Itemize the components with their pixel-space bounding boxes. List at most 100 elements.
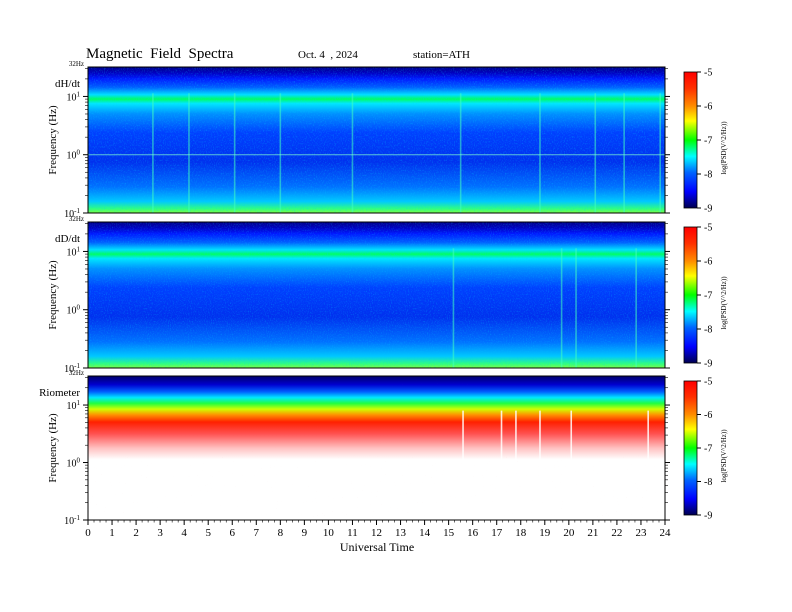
top-freq-label: 32Hz [69,60,84,68]
x-tick-label: 0 [85,527,91,539]
time-axis: 0 1 2 3 4 5 6 7 8 9 10 11 12 13 14 15 16 17 18 19 20 21 22 23 24 [85,520,671,539]
y-tick-label: 10-1 [64,207,80,220]
y-axis-label: Frequency (Hz) [47,413,59,483]
colorbar-tick-label: -8 [704,170,712,181]
spike-mark [659,93,661,213]
x-tick-label: 22 [611,527,622,539]
colorbar: -5 -6 -7 -8 -9 log(PSD(V^2/Hz)) [683,377,728,522]
x-tick-label: 23 [635,527,647,539]
spike-mark [594,93,597,213]
spectrogram-noise [88,222,665,368]
colorbar-scale [683,380,698,516]
panel-frame [87,66,666,214]
x-tick-label: 18 [515,527,527,539]
x-tick-label: 17 [491,527,503,539]
spike-mark [152,93,154,213]
spike-mark [351,93,354,213]
y-tick-label: 10-1 [64,362,80,375]
colorbar-label: log(PSD(V^2/Hz)) [720,121,728,175]
x-tick-label: 21 [587,527,598,539]
colorbar-tick-label: -6 [704,410,712,421]
spike-mark [539,410,541,520]
x-tick-label: 6 [230,527,236,539]
colorbar-tick-label: -8 [704,477,712,488]
figure-date: Oct. 4 , 2024 [298,49,358,61]
y-tick-label: 101 [67,90,81,103]
panel-label: dH/dt [55,78,80,90]
y-tick-label: 100 [67,149,81,162]
x-tick-label: 16 [467,527,479,539]
spike-mark [623,93,625,213]
x-tick-label: 4 [181,527,187,539]
spike-mark [635,248,637,368]
colorbar: -5 -6 -7 -8 -9 log(PSD(V^2/Hz)) [683,68,728,215]
colorbar-tick-label: -6 [704,102,712,113]
panel-3: 32Hz Riometer Frequency (Hz) 101 100 10-1 -5 -6… [39,369,728,527]
colorbar-tick-label: -9 [704,204,712,215]
colorbar-label: log(PSD(V^2/Hz)) [720,429,728,483]
figure-station: station=ATH [413,49,470,61]
x-tick-label: 13 [395,527,407,539]
spike-mark [570,410,573,520]
y-axis-label: Frequency (Hz) [47,260,59,330]
spike-mark [500,410,503,520]
y-tick-label: 101 [67,245,81,258]
spectrogram-noise [88,67,665,213]
y-tick-label: 100 [67,304,81,317]
spike-mark [575,248,577,368]
colorbar-tick-label: -7 [704,444,712,455]
x-tick-label: 2 [133,527,139,539]
colorbar-scale [683,226,698,364]
colorbar-tick-label: -9 [704,359,712,370]
y-tick-label: 10-1 [64,514,80,527]
colorbar-tick-label: -9 [704,511,712,522]
colorbar: -5 -6 -7 -8 -9 log(PSD(V^2/Hz)) [683,223,728,370]
x-tick-label: 15 [443,527,455,539]
x-tick-label: 14 [419,527,431,539]
spike-mark [560,248,563,368]
top-freq-label: 32Hz [69,369,84,377]
spike-mark [462,410,464,520]
spectrogram-noise [88,376,665,520]
colorbar-tick-label: -6 [704,257,712,268]
x-tick-label: 9 [302,527,308,539]
spike-mark [452,248,455,368]
colorbar-label: log(PSD(V^2/Hz)) [720,276,728,330]
y-tick-label: 100 [67,457,81,470]
colorbar-tick-label: -8 [704,325,712,336]
x-axis-label: Universal Time [340,540,414,554]
x-tick-label: 8 [278,527,284,539]
colorbar-tick-label: -5 [704,223,712,234]
panel-label: dD/dt [55,233,80,245]
y-tick-label: 101 [67,399,81,412]
x-tick-label: 5 [205,527,211,539]
x-tick-label: 1 [109,527,115,539]
spike-mark [188,93,190,213]
spike-mark [459,93,462,213]
figure-title: Magnetic Field Spectra [86,46,234,62]
colorbar-tick-label: -5 [704,377,712,388]
panel-frame [87,221,666,369]
x-tick-label: 19 [539,527,551,539]
x-tick-label: 11 [347,527,358,539]
spike-mark [515,410,517,520]
spike-mark [279,93,282,213]
x-tick-label: 24 [660,527,672,539]
x-tick-label: 10 [323,527,335,539]
x-tick-label: 7 [254,527,260,539]
colorbar-tick-label: -7 [704,291,712,302]
colorbar-scale [683,71,698,209]
panel-label: Riometer [39,387,80,399]
x-tick-label: 20 [563,527,575,539]
y-axis-label: Frequency (Hz) [47,105,59,175]
spike-mark [539,93,541,213]
top-freq-label: 32Hz [69,215,84,223]
x-tick-label: 12 [371,527,382,539]
x-tick-label: 3 [157,527,163,539]
spike-mark [647,410,649,520]
spike-mark [233,93,236,213]
